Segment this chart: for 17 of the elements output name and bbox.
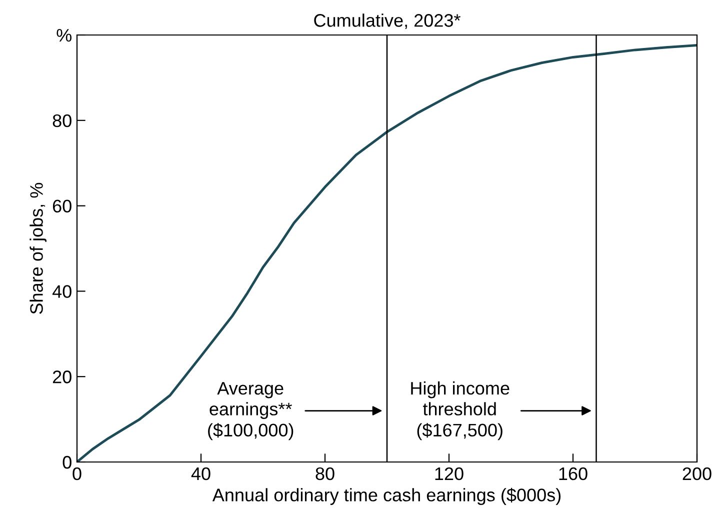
x-tick-label: 40 [191,467,210,480]
y-tick-label: 80 [52,114,72,128]
y-tick-label: % [56,29,72,42]
x-axis-title: Annual ordinary time cash earnings ($000s) [212,488,561,505]
x-tick-label: 200 [682,467,712,480]
y-axis-title: Share of jobs, % [30,182,46,314]
x-tick-label: 120 [435,467,464,480]
x-tick-label: 160 [559,467,588,480]
y-tick-label: 60 [52,200,72,213]
x-tick-label: 80 [316,467,334,480]
annotation: Average earnings** ($100,000) [208,382,294,440]
y-tick-label: 0 [62,456,72,469]
x-tick-label: 0 [72,467,82,480]
y-tick-label: 20 [52,370,72,384]
y-tick-label: 40 [52,285,72,298]
annotation: High income threshold ($167,500) [411,381,510,440]
chart-title: Cumulative, 2023* [314,14,460,29]
